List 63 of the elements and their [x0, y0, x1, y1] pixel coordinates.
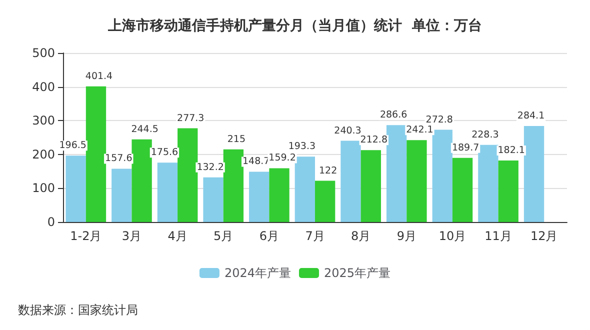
bar: [360, 150, 381, 222]
bar: [406, 140, 427, 222]
y-tick-label: 100: [32, 181, 55, 196]
x-tick-label: 1-2月: [70, 229, 102, 243]
y-tick-label: 300: [32, 114, 55, 128]
data-label: 277.3: [177, 112, 204, 124]
x-tick-label: 5月: [214, 229, 234, 243]
x-tick-label: 4月: [168, 229, 188, 243]
bar: [340, 140, 361, 222]
bar: [132, 139, 152, 222]
bar: [478, 144, 498, 222]
data-label: 182.1: [498, 144, 525, 156]
y-tick-label: 500: [32, 46, 55, 60]
y-tick-label: 200: [32, 147, 55, 162]
bar: [112, 168, 132, 222]
data-label: 157.6: [105, 153, 132, 164]
data-label: 240.3: [334, 125, 362, 136]
bar: [294, 156, 315, 222]
y-tick-label: 400: [32, 80, 55, 94]
x-tick-label: 6月: [259, 229, 279, 243]
data-label: 122: [319, 165, 338, 176]
x-tick-label: 3月: [122, 229, 142, 243]
bar: [157, 162, 178, 222]
data-label: 286.6: [380, 110, 408, 121]
data-label: 244.5: [131, 124, 158, 135]
data-label: 215: [227, 134, 246, 145]
bar: [524, 126, 544, 222]
data-label: 175.6: [150, 147, 178, 158]
legend-label: 2024年产量: [224, 266, 292, 280]
bar: [223, 149, 244, 222]
data-label: 228.3: [472, 129, 499, 140]
bar: [86, 86, 106, 222]
x-tick-label: 11月: [484, 229, 512, 243]
chart-title: 上海市移动通信手持机产量分月（当月值）统计 单位：万台: [107, 17, 482, 34]
source-note: 数据来源：国家统计局: [18, 303, 138, 317]
bar: [452, 158, 473, 222]
data-label: 159.2: [268, 152, 296, 164]
data-label: 401.4: [85, 70, 113, 82]
data-label: 148.7: [242, 156, 270, 168]
x-tick-label: 12月: [530, 229, 558, 243]
y-tick-label: 0: [47, 215, 55, 229]
bar: [315, 180, 336, 222]
bar: [178, 128, 198, 222]
data-label: 193.3: [288, 141, 316, 152]
x-tick-label: 9月: [396, 229, 416, 243]
data-label: 132.2: [196, 162, 224, 173]
bar: [432, 130, 452, 222]
legend-label: 2025年产量: [324, 266, 391, 280]
x-tick-label: 10月: [438, 229, 466, 243]
data-label: 242.1: [406, 124, 434, 136]
data-label: 272.8: [426, 114, 453, 126]
bar: [269, 168, 290, 222]
x-tick-label: 8月: [351, 229, 371, 243]
bar: [386, 125, 407, 222]
data-label: 189.7: [452, 142, 480, 154]
x-tick-label: 7月: [305, 229, 325, 243]
bar: [203, 177, 224, 222]
data-label: 284.1: [517, 110, 545, 122]
bar: [498, 160, 518, 222]
data-label: 212.8: [360, 134, 388, 146]
data-label: 196.5: [59, 140, 86, 152]
bar: [66, 156, 86, 222]
bar: [249, 172, 270, 222]
